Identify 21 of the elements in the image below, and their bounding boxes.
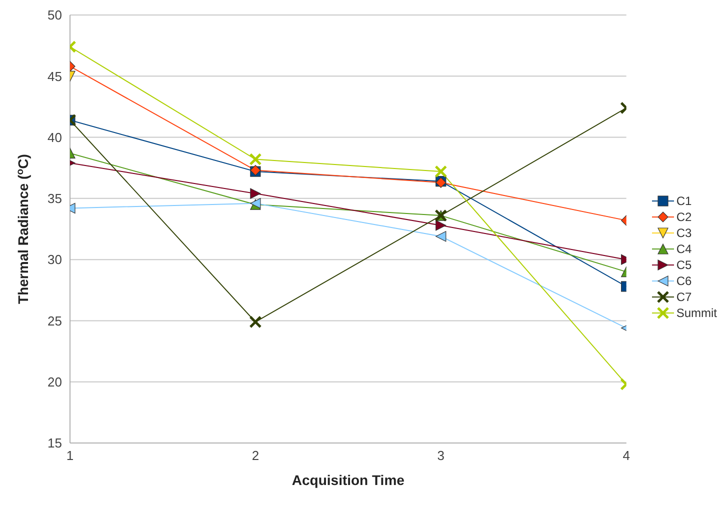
y-tick-label: 35 xyxy=(48,191,62,206)
y-tick-label: 20 xyxy=(48,374,62,390)
y-tick-label: 30 xyxy=(48,252,62,268)
y-tick-label: 40 xyxy=(48,130,62,145)
legend-label: C3 xyxy=(676,226,692,240)
legend-label: C5 xyxy=(676,258,692,272)
legend-label: C1 xyxy=(676,194,692,208)
legend-label: C7 xyxy=(676,290,692,304)
y-tick-label: 45 xyxy=(48,68,62,84)
legend-label: C2 xyxy=(676,210,692,224)
x-tick-label: 3 xyxy=(437,448,445,464)
legend-label: Summit xyxy=(676,306,717,320)
y-tick-label: 25 xyxy=(48,313,62,328)
x-axis-title: Acquisition Time xyxy=(292,472,405,488)
legend-label: C4 xyxy=(676,242,692,256)
x-tick-label: 1 xyxy=(66,448,74,464)
legend-label: C6 xyxy=(676,274,692,288)
y-tick-label: 50 xyxy=(48,8,62,23)
y-tick-label: 15 xyxy=(48,436,62,451)
x-tick-label: 4 xyxy=(622,448,630,464)
x-tick-label: 2 xyxy=(252,448,260,464)
